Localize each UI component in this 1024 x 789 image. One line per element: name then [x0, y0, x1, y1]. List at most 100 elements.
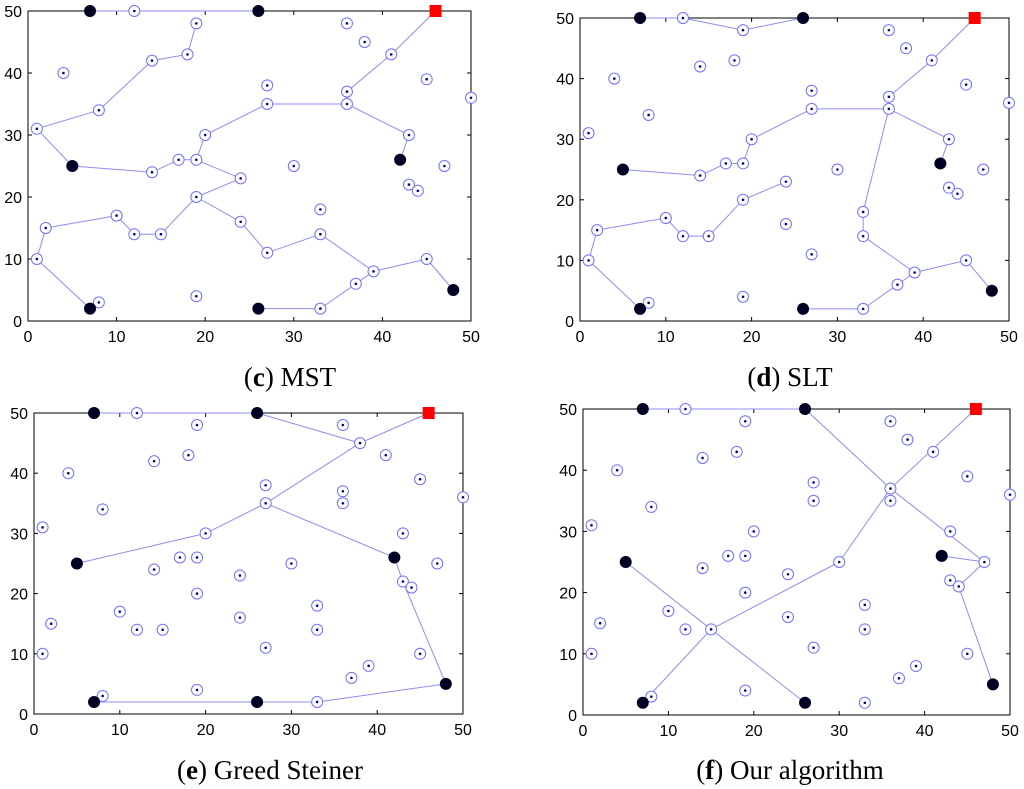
- tree-edge: [36, 128, 73, 167]
- axes-frame: [27, 10, 472, 322]
- x-tick-label: 20: [745, 723, 763, 740]
- x-tick-label: 20: [743, 329, 761, 346]
- sensor-node-center: [786, 615, 790, 619]
- tree-edge: [710, 561, 840, 630]
- sensor-node-center: [681, 16, 685, 20]
- sensor-node-center: [461, 495, 465, 499]
- tree-edge: [320, 283, 357, 310]
- tree-edge: [160, 196, 197, 235]
- x-tick-label: 40: [368, 722, 386, 739]
- terminal-node: [797, 12, 810, 24]
- tree-edge: [267, 233, 321, 254]
- sensor-node-center: [264, 502, 267, 505]
- terminal-node: [634, 302, 647, 315]
- sensor-node-center: [265, 84, 269, 87]
- sensor-node-center: [418, 652, 422, 656]
- terminal-node: [935, 549, 948, 562]
- tree-edge: [914, 259, 967, 274]
- sensor-node-center: [947, 186, 951, 189]
- tree-edge: [373, 258, 427, 272]
- sensor-node-center: [948, 530, 952, 533]
- sensor-node-center: [97, 301, 101, 304]
- sensor-node-center: [150, 170, 154, 174]
- sensor-node-center: [741, 295, 745, 299]
- sensor-node-center: [345, 102, 349, 106]
- sensor-node-center: [664, 216, 668, 220]
- y-tick-label: 10: [556, 253, 574, 270]
- terminal-node: [985, 284, 998, 297]
- terminal-node: [634, 12, 647, 24]
- terminal-node: [636, 403, 649, 415]
- source-node: [429, 5, 442, 17]
- sensor-node-center: [613, 77, 616, 80]
- terminal-node: [616, 163, 629, 176]
- y-tick-label: 0: [19, 707, 28, 724]
- y-tick-label: 20: [556, 193, 574, 210]
- y-tick-label: 30: [559, 524, 577, 541]
- sensor-node-center: [354, 282, 358, 286]
- tree-edge: [76, 532, 206, 564]
- sensor-node-center: [887, 107, 891, 111]
- y-tick-label: 0: [13, 314, 22, 331]
- sensor-node-center: [350, 676, 353, 680]
- sensor-node-center: [786, 572, 790, 576]
- sensor-node-center: [966, 652, 969, 656]
- sensor-node-center: [264, 483, 267, 487]
- axes-frame: [582, 408, 1011, 716]
- sensor-node-center: [861, 307, 865, 311]
- sensor-node-center: [889, 487, 892, 490]
- sensor-node-center: [341, 423, 345, 427]
- terminal-node: [799, 696, 812, 709]
- sensor-node-center: [195, 592, 199, 595]
- tree-edge: [204, 103, 268, 136]
- tree-edge: [862, 284, 898, 310]
- tree-edge: [941, 555, 985, 563]
- sensor-node-center: [667, 609, 670, 613]
- sensor-node-center: [204, 532, 207, 535]
- sensor-node-center: [418, 477, 422, 481]
- sensor-node-center: [118, 610, 122, 613]
- panel-e: 0 10 20 30 40 50 0 10 20 30 40 50: [10, 406, 472, 739]
- sensor-node-center: [319, 208, 322, 211]
- sensor-node-center: [407, 183, 411, 186]
- sensor-node-center: [239, 220, 242, 224]
- sensor-node-center: [743, 419, 747, 423]
- x-tick-label: 30: [283, 722, 301, 739]
- axes-frame: [579, 17, 1010, 322]
- sensor-node-center: [115, 214, 118, 217]
- sensor-node-center: [178, 556, 182, 559]
- caption-e-name: Greed Steiner: [213, 755, 363, 785]
- sensor-node-center: [177, 158, 180, 162]
- sensor-node-center: [152, 459, 156, 463]
- sensor-node-center: [159, 232, 163, 236]
- sensor-node-center: [1008, 493, 1012, 496]
- x-tick-label: 0: [24, 329, 33, 346]
- sensor-node-center: [684, 407, 687, 411]
- sensor-node-center: [44, 226, 48, 230]
- tree-edge: [205, 502, 266, 534]
- sensor-node-center: [701, 456, 704, 460]
- sensor-node-center: [195, 688, 199, 692]
- terminal-node: [84, 302, 97, 315]
- caption-d-letter: d: [756, 362, 772, 392]
- sensor-node-center: [615, 468, 619, 472]
- sensor-node-center: [443, 164, 446, 168]
- x-tick-label: 30: [285, 329, 303, 346]
- x-tick-label: 40: [914, 329, 932, 346]
- caption-d-name: SLT: [787, 362, 833, 392]
- sensor-node-center: [863, 603, 867, 607]
- tree-edge: [742, 181, 787, 201]
- tree-edge: [642, 628, 712, 704]
- sensor-node-center: [101, 508, 104, 511]
- y-tick-label: 40: [4, 66, 22, 83]
- sensor-node-center: [97, 108, 101, 112]
- sensor-node-center: [743, 554, 747, 558]
- x-tick-label: 50: [454, 722, 472, 739]
- terminal-node: [88, 407, 101, 419]
- tree-edge: [588, 260, 641, 310]
- y-tick-label: 40: [10, 466, 28, 483]
- sensor-node-center: [401, 580, 405, 583]
- sensor-node-center: [195, 195, 198, 199]
- x-tick-label: 30: [829, 329, 847, 346]
